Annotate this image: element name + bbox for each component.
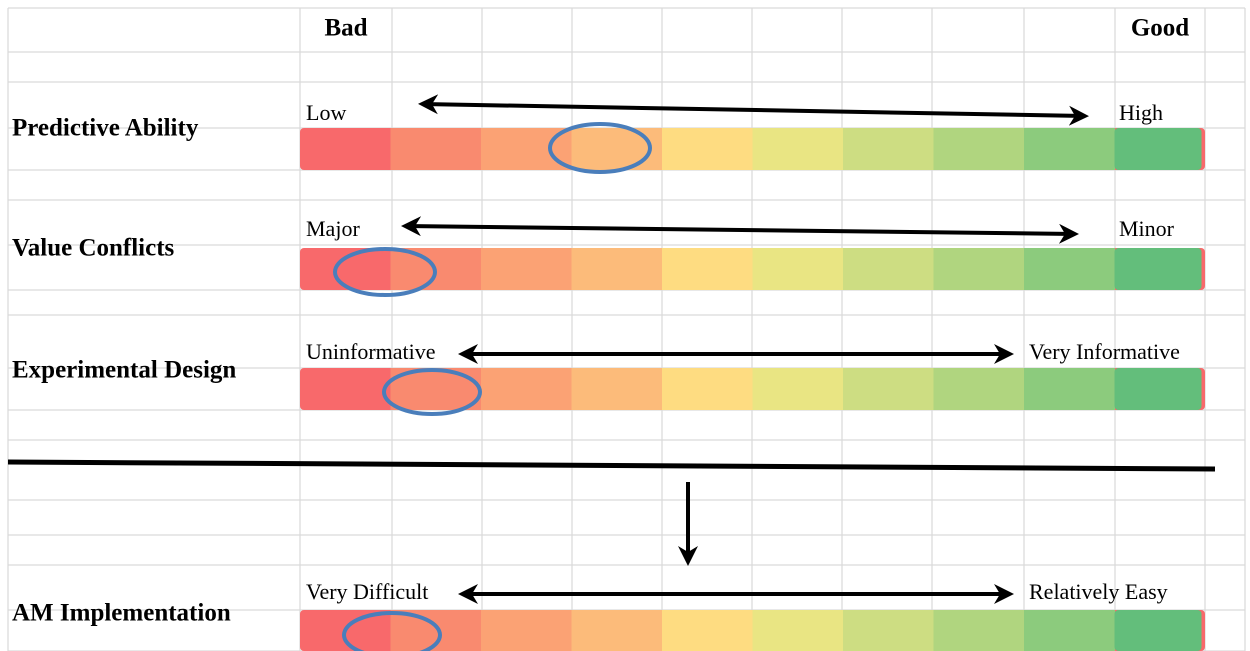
scale-cell	[1024, 248, 1115, 290]
low-label: Very Difficult	[306, 579, 428, 604]
scale-cell	[752, 610, 844, 651]
scale-cell	[304, 368, 391, 410]
divider	[7, 459, 1216, 472]
scale-cell	[1114, 128, 1202, 170]
low-label: Major	[306, 216, 360, 241]
scale-cell	[481, 248, 572, 290]
scale-cell	[1024, 610, 1115, 651]
double-arrow	[401, 216, 1079, 244]
rating-circle	[548, 122, 652, 174]
grid	[7, 7, 1246, 651]
good-header: Good	[1131, 15, 1189, 42]
scale-cell	[571, 368, 663, 410]
scale-cell	[304, 248, 391, 290]
rating-circle	[382, 368, 482, 416]
scale-cell	[933, 610, 1025, 651]
scale-cell	[843, 368, 934, 410]
row-name: Experimental Design	[12, 357, 236, 384]
high-label: Minor	[1119, 216, 1175, 241]
low-label: Uninformative	[306, 339, 436, 364]
scale-cell	[1024, 368, 1115, 410]
scale-cell	[1114, 610, 1202, 651]
bad-header: Bad	[324, 15, 367, 42]
scale-cell	[662, 128, 753, 170]
scale-cell	[843, 248, 934, 290]
scale-cell	[481, 368, 572, 410]
scale-cell	[752, 248, 844, 290]
scale-cell	[1024, 128, 1115, 170]
scale-cell	[481, 610, 572, 651]
high-label: High	[1119, 100, 1163, 125]
row-name: Predictive Ability	[12, 115, 199, 142]
row-name: Value Conflicts	[12, 235, 175, 262]
scale-cell	[933, 128, 1025, 170]
scale-cell	[571, 248, 663, 290]
high-label: Relatively Easy	[1029, 579, 1168, 604]
scale-cell	[662, 248, 753, 290]
scale-cell	[752, 128, 844, 170]
scale-cell	[1114, 248, 1202, 290]
scale-cell	[933, 248, 1025, 290]
scales	[300, 128, 1205, 651]
scale-cell	[843, 610, 934, 651]
scale-cell	[662, 610, 753, 651]
scale-cell	[304, 128, 391, 170]
scale-cell	[1114, 368, 1202, 410]
rating-circle	[342, 611, 442, 651]
scale-cell	[752, 368, 844, 410]
scale-cell	[390, 128, 482, 170]
low-label: Low	[306, 100, 346, 125]
rating-circle	[333, 247, 437, 297]
high-label: Very Informative	[1029, 339, 1180, 364]
scale-cell	[933, 368, 1025, 410]
row-name: AM Implementation	[12, 600, 231, 627]
scale-cell	[571, 128, 663, 170]
double-arrow	[418, 94, 1089, 126]
scale-cell	[571, 610, 663, 651]
scale-cell	[843, 128, 934, 170]
scale-cell	[662, 368, 753, 410]
